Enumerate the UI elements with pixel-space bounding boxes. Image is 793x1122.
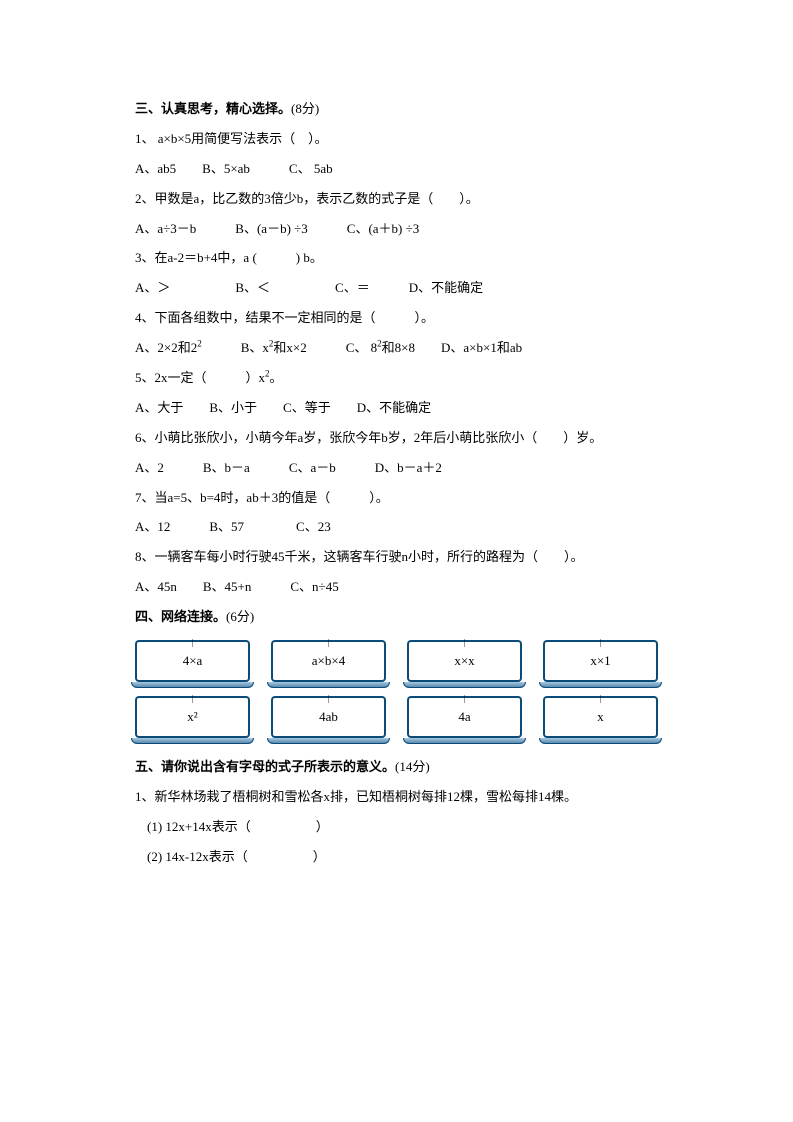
laptop-tick-icon: | — [328, 634, 330, 652]
laptop-tick-icon: | — [328, 690, 330, 708]
q7-options: A、12 B、57 C、23 — [135, 512, 658, 542]
laptop-4: | x×1 — [543, 640, 658, 688]
laptop-2: | a×b×4 — [271, 640, 386, 688]
section-4-title-bold: 四、网络连接。 — [135, 609, 226, 624]
q6-text: 6、小萌比张欣小，小萌今年a岁，张欣今年b岁，2年后小萌比张欣小（ ）岁。 — [135, 423, 658, 453]
q5-options: A、大于 B、小于 C、等于 D、不能确定 — [135, 393, 658, 423]
section-3-title-bold: 三、认真思考，精心选择。 — [135, 101, 291, 116]
laptop-base-icon — [539, 738, 662, 744]
section-5-title: 五、请你说出含有字母的式子所表示的意义。(14分) — [135, 752, 658, 782]
laptop-base-icon — [131, 682, 254, 688]
laptop-base-icon — [403, 738, 526, 744]
q7-text: 7、当a=5、b=4时，ab＋3的值是（ ）。 — [135, 483, 658, 513]
laptop-tick-icon: | — [600, 634, 602, 652]
q6-options: A、2 B、b－a C、a－b D、b－a＋2 — [135, 453, 658, 483]
laptop-7: | 4a — [407, 696, 522, 744]
q5-pre: 5、2x一定（ ）x — [135, 370, 265, 385]
q4-text: 4、下面各组数中，结果不一定相同的是（ ）。 — [135, 303, 658, 333]
section-5-weight: (14分) — [395, 759, 430, 774]
section-3-weight: (8分) — [291, 101, 319, 116]
q3-text: 3、在a-2＝b+4中，a ( ) b。 — [135, 243, 658, 273]
q5-text: 5、2x一定（ ）x2。 — [135, 363, 658, 393]
laptop-tick-icon: | — [192, 634, 194, 652]
s5-q1-sub2: (2) 14x-12x表示（ ） — [147, 842, 658, 872]
s5-q1-sub1: (1) 12x+14x表示（ ） — [147, 812, 658, 842]
laptop-row-1: | 4×a | a×b×4 | x×x | x×1 — [135, 640, 658, 688]
laptop-6: | 4ab — [271, 696, 386, 744]
laptop-tick-icon: | — [464, 690, 466, 708]
q1-options: A、ab5 B、5×ab C、 5ab — [135, 154, 658, 184]
q4-opt-pre: A、2×2和2 — [135, 340, 197, 355]
q1-text: 1、 a×b×5用简便写法表示（ ）。 — [135, 124, 658, 154]
section-4-weight: (6分) — [226, 609, 254, 624]
q8-options: A、45n B、45+n C、n÷45 — [135, 572, 658, 602]
laptop-1: | 4×a — [135, 640, 250, 688]
laptop-3: | x×x — [407, 640, 522, 688]
laptop-base-icon — [267, 738, 390, 744]
q3-options: A、＞ B、＜ C、＝ D、不能确定 — [135, 273, 658, 303]
s5-q1-text: 1、新华林场栽了梧桐树和雪松各x排，已知梧桐树每排12棵，雪松每排14棵。 — [135, 782, 658, 812]
laptop-row-2: | x² | 4ab | 4a | x — [135, 696, 658, 744]
section-5-title-bold: 五、请你说出含有字母的式子所表示的意义。 — [135, 759, 395, 774]
laptop-8: | x — [543, 696, 658, 744]
laptop-tick-icon: | — [600, 690, 602, 708]
q8-text: 8、一辆客车每小时行驶45千米，这辆客车行驶n小时，所行的路程为（ ）。 — [135, 542, 658, 572]
q2-options: A、a÷3－b B、(a－b) ÷3 C、(a＋b) ÷3 — [135, 214, 658, 244]
laptop-base-icon — [267, 682, 390, 688]
q4-opt-mid1: B、x — [202, 340, 269, 355]
section-4-title: 四、网络连接。(6分) — [135, 602, 658, 632]
laptop-base-icon — [131, 738, 254, 744]
laptop-base-icon — [403, 682, 526, 688]
q5-post: 。 — [270, 370, 283, 385]
q4-options: A、2×2和22 B、x2和x×2 C、 82和8×8 D、a×b×1和ab — [135, 333, 658, 363]
q4-opt-mid2: 和x×2 C、 8 — [273, 340, 377, 355]
laptop-base-icon — [539, 682, 662, 688]
q4-opt-mid3: 和8×8 D、a×b×1和ab — [382, 340, 522, 355]
section-3-title: 三、认真思考，精心选择。(8分) — [135, 94, 658, 124]
laptop-5: | x² — [135, 696, 250, 744]
laptop-tick-icon: | — [192, 690, 194, 708]
laptop-tick-icon: | — [464, 634, 466, 652]
q2-text: 2、甲数是a，比乙数的3倍少b，表示乙数的式子是（ ）。 — [135, 184, 658, 214]
